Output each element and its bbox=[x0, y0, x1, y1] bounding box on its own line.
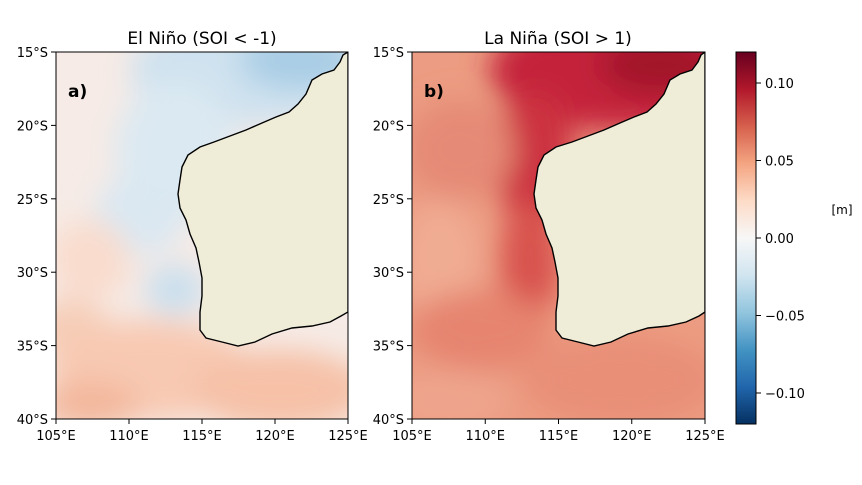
panel-b-land bbox=[533, 52, 705, 347]
panel-a-land bbox=[177, 52, 348, 347]
colorbar-tick-label: −0.05 bbox=[765, 310, 805, 325]
panel-b-xtick-label: 120°E bbox=[612, 429, 652, 444]
panel-a: El Niño (SOI < -1) bbox=[55, 29, 349, 420]
panel-b-ytick-label: 30°S bbox=[373, 266, 404, 281]
panel-b-ytick-label: 40°S bbox=[373, 413, 404, 428]
panel-a-xtick-label: 120°E bbox=[255, 429, 295, 444]
panel-b-axes: 105°E 110°E 115°E 120°E 125°E 15°S 20°S 25°S 30°… bbox=[373, 46, 725, 444]
panel-a-ytick-label: 40°S bbox=[17, 413, 48, 428]
panel-b-ytick-label: 20°S bbox=[373, 119, 404, 134]
colorbar-tick-label: −0.10 bbox=[765, 387, 805, 402]
panel-b-title: La Niña (SOI > 1) bbox=[484, 29, 632, 49]
colorbar-gradient bbox=[735, 51, 757, 425]
panel-b-xtick-label: 115°E bbox=[539, 429, 579, 444]
panel-b-field bbox=[412, 52, 705, 419]
panel-b-xtick-label: 125°E bbox=[685, 429, 725, 444]
panel-b-ytick-label: 15°S bbox=[373, 46, 404, 61]
panel-a-ytick-label: 15°S bbox=[17, 46, 48, 61]
panel-a-label: a) bbox=[68, 82, 87, 102]
panel-a-title: El Niño (SOI < -1) bbox=[127, 29, 276, 49]
colorbar-tick-label: 0.00 bbox=[765, 232, 794, 247]
colorbar-tick-label: 0.05 bbox=[765, 155, 794, 170]
panel-a-ytick-label: 35°S bbox=[17, 340, 48, 355]
colorbar-label: [m] bbox=[831, 203, 852, 217]
panel-a-xtick-label: 125°E bbox=[328, 429, 368, 444]
panel-a-axes: 105°E 110°E 115°E 120°E 125°E 15°S 20°S 25°S 30°… bbox=[17, 46, 368, 444]
panel-a-xtick-label: 105°E bbox=[36, 429, 76, 444]
panel-b: La Niña (SOI > 1) bbox=[411, 29, 706, 420]
panel-a-ytick-label: 20°S bbox=[17, 119, 48, 134]
panel-a-field bbox=[56, 52, 348, 419]
colorbar-tick-label: 0.10 bbox=[765, 77, 794, 92]
panel-b-xtick-label: 110°E bbox=[465, 429, 505, 444]
colorbar: 0.10 0.05 0.00 −0.05 −0.10 [m] bbox=[735, 51, 853, 425]
panel-b-ytick-label: 25°S bbox=[373, 193, 404, 208]
panel-b-xtick-label: 105°E bbox=[392, 429, 432, 444]
panel-a-ytick-label: 30°S bbox=[17, 266, 48, 281]
panel-b-label: b) bbox=[424, 82, 444, 102]
panel-a-ytick-label: 25°S bbox=[17, 193, 48, 208]
panel-b-ytick-label: 35°S bbox=[373, 340, 404, 355]
panel-a-xtick-label: 110°E bbox=[109, 429, 149, 444]
panel-a-xtick-label: 115°E bbox=[182, 429, 222, 444]
colorbar-ticks: 0.10 0.05 0.00 −0.05 −0.10 bbox=[756, 77, 805, 402]
